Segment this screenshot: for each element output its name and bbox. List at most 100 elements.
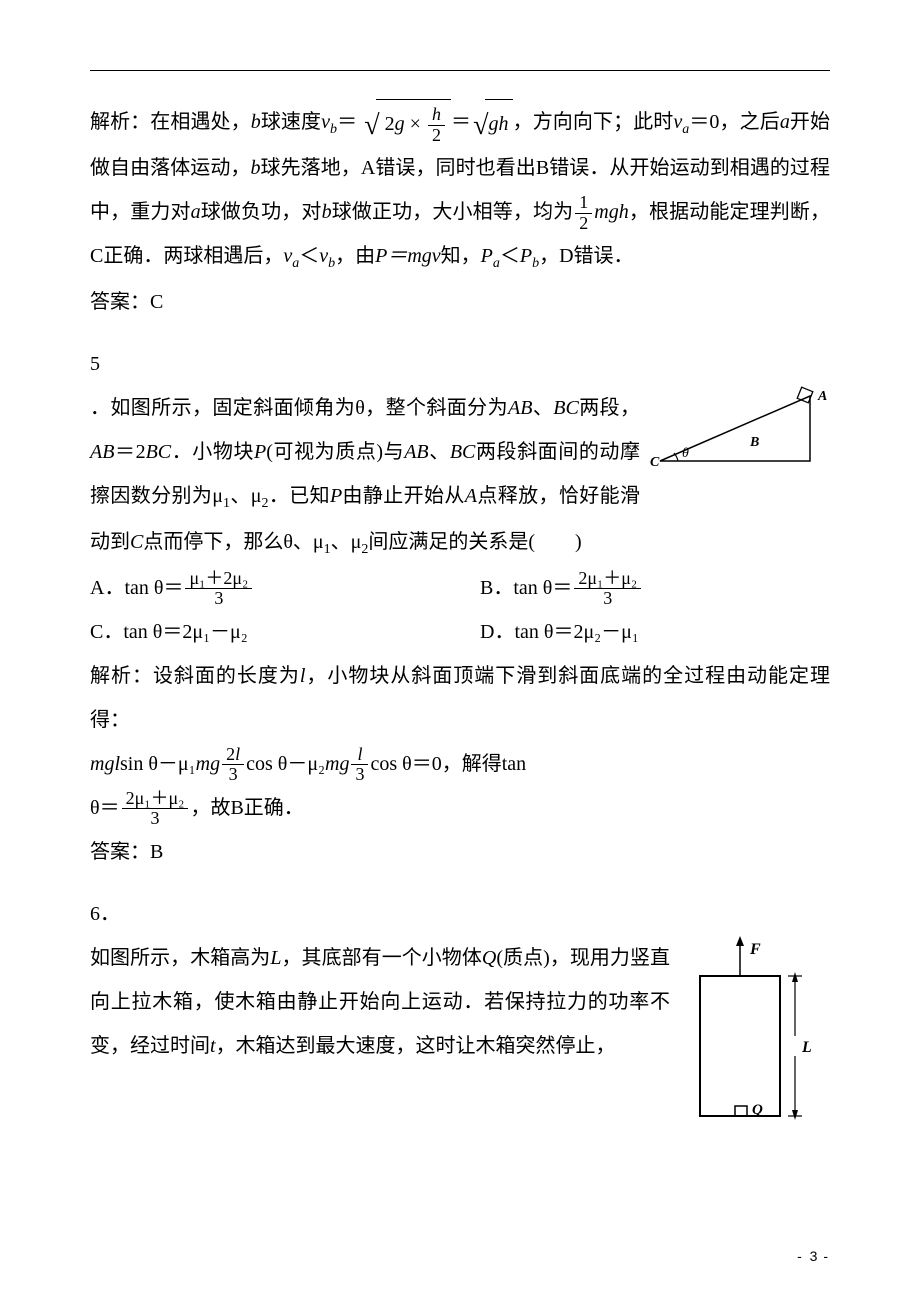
fraction: 2l3: [222, 745, 244, 786]
var-h: h: [432, 104, 441, 124]
fraction: 2μ₁＋μ₂3: [122, 789, 189, 830]
var-l: l: [357, 744, 362, 764]
seg-bc: BC: [450, 441, 476, 463]
text: cos θ＝0，解得tan: [370, 753, 526, 775]
text: θ＝: [90, 797, 120, 819]
den: 3: [185, 589, 252, 609]
radical-sign: √: [473, 116, 488, 136]
text: 间应满足的关系是( ): [368, 531, 581, 553]
var-g: g: [395, 113, 405, 135]
sub-1: 1: [223, 496, 230, 511]
q4-analysis: 解析：在相遇处，b球速度vb＝ √ 2g × h2 ＝√gh，方向向下；此时va…: [90, 100, 830, 280]
page-number: - 3 -: [797, 1241, 830, 1272]
mgl: mgl: [90, 753, 120, 775]
fraction: l3: [351, 745, 368, 786]
text: ．如图所示，固定斜面倾角为θ，整个斜面分为: [90, 397, 508, 419]
point-a-label: A: [817, 389, 827, 404]
q5-answer: 答案：B: [90, 830, 830, 874]
text: ＝0，之后: [689, 111, 780, 133]
var-v: v: [321, 111, 330, 133]
incline-figure: θ A P B C: [650, 386, 830, 476]
theta-label: θ: [682, 446, 689, 461]
text: ．小物块: [171, 441, 254, 463]
q4-answer: 答案：C: [90, 280, 830, 324]
den: 3: [574, 589, 641, 609]
den: 3: [122, 809, 189, 829]
num: μ₁＋2μ₂: [185, 569, 252, 590]
var-P: P: [254, 441, 266, 463]
text: ＜: [500, 245, 520, 267]
var-v: v: [283, 245, 292, 267]
den: 3: [351, 765, 368, 785]
text: 两段，: [579, 397, 640, 419]
text: ＝2: [114, 441, 145, 463]
q5-equation-line: mglsin θ－μ₁mg2l3cos θ－μ₂mgl3cos θ＝0，解得ta…: [90, 742, 830, 786]
q5-number: 5: [90, 342, 830, 386]
text: ．已知: [268, 485, 330, 507]
text: ，D错误．: [539, 245, 633, 267]
text: 解析：设斜面的长度为: [90, 665, 300, 687]
var-b: b: [251, 111, 261, 133]
var-a: a: [191, 201, 201, 223]
var-P: P: [330, 485, 342, 507]
text: ，其底部有一个小物体: [281, 947, 481, 969]
point-b-label: B: [749, 435, 759, 450]
text: sin θ－μ₁: [120, 753, 196, 775]
text: 解析：在相遇处，: [90, 111, 251, 133]
num: 2μ₁＋μ₂: [574, 569, 641, 590]
fraction: h2: [428, 105, 445, 146]
header-rule: [90, 70, 830, 71]
text: ，木箱达到最大速度，这时让木箱突然停止，: [216, 1035, 616, 1057]
var-v: v: [319, 245, 328, 267]
seg-bc: BC: [553, 397, 579, 419]
mgh: mgh: [594, 201, 628, 223]
var-b: b: [250, 157, 260, 179]
var-b: b: [322, 201, 332, 223]
pt-a: A: [465, 485, 477, 507]
dash: -: [797, 1248, 810, 1264]
option-b: B．tan θ＝2μ₁＋μ₂3: [480, 566, 830, 610]
text: ＝: [451, 111, 471, 133]
text: 球速度: [261, 111, 321, 133]
text: ＝: [337, 111, 357, 133]
seg-bc: BC: [146, 441, 172, 463]
option-a: A．tan θ＝μ₁＋2μ₂3: [90, 566, 440, 610]
text: 、μ: [230, 485, 261, 507]
var-v: v: [673, 111, 682, 133]
var-P: P: [481, 245, 493, 267]
box-figure: F Q L: [680, 936, 830, 1136]
point-p-label: P: [798, 386, 807, 390]
radical-sign: √: [364, 116, 379, 136]
q6-number: 6．: [90, 892, 830, 936]
text: 球做正功，大小相等，均为: [332, 201, 574, 223]
q5-options-row-2: C．tan θ＝2μ₁－μ₂ D．tan θ＝2μ₂－μ₁: [90, 610, 830, 654]
var-gh: gh: [489, 113, 509, 135]
seg-ab: AB: [404, 441, 428, 463]
sqrt-expr-2: √gh: [471, 101, 512, 146]
den: 2: [575, 214, 592, 234]
point-c-label: C: [650, 455, 660, 470]
text: ，由: [335, 245, 375, 267]
opt-prefix: A．tan θ＝: [90, 577, 183, 599]
force-f-label: F: [749, 941, 761, 958]
sqrt-expr-1: √ 2g × h2: [362, 101, 451, 146]
q5-solution-1: 解析：设斜面的长度为l，小物块从斜面顶端下滑到斜面底端的全过程由动能定理得：: [90, 654, 830, 742]
q-label: Q: [752, 1102, 763, 1118]
sub-b: b: [330, 122, 337, 137]
text: 知，: [441, 245, 481, 267]
mg: mg: [325, 753, 349, 775]
text: 如图所示，木箱高为: [90, 947, 270, 969]
text: 由静止开始从: [342, 485, 465, 507]
q5-block: θ A P B C ．如图所示，固定斜面倾角为θ，整个斜面分为AB、BC两段，A…: [90, 386, 830, 566]
num: 1: [575, 193, 592, 214]
eq-p-mgv: P＝mgv: [375, 245, 441, 267]
text: ，方向向下；此时: [513, 111, 674, 133]
var-a: a: [780, 111, 790, 133]
seg-ab: AB: [508, 397, 532, 419]
option-d: D．tan θ＝2μ₂－μ₁: [480, 610, 830, 654]
var-L: L: [270, 947, 281, 969]
text: 点而停下，那么θ、μ: [143, 531, 323, 553]
text: ，故B正确．: [190, 797, 303, 819]
den: 2: [428, 126, 445, 146]
var-Q: Q: [482, 947, 496, 969]
